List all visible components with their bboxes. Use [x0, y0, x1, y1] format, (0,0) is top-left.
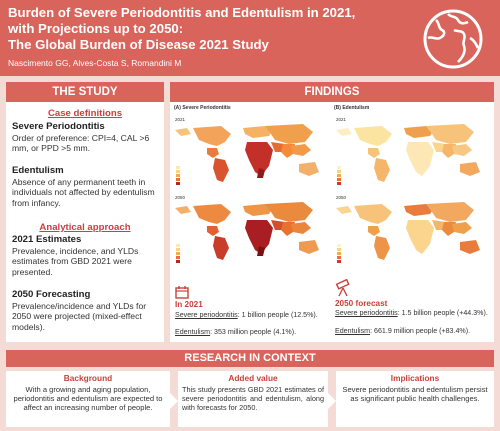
- background-card: Background With a growing and aging popu…: [6, 371, 178, 427]
- perio-heading: Severe Periodontitis: [12, 121, 105, 132]
- panel-a-label: (A) Severe Periodontitis: [174, 105, 231, 111]
- findings-title: FINDINGS: [170, 82, 494, 102]
- study-panel: [6, 86, 164, 342]
- map-perio-2050: [175, 202, 319, 266]
- background-heading: Background: [63, 373, 113, 383]
- analytical-heading: Analytical approach: [39, 222, 131, 233]
- added-value-card: Added value This study presents GBD 2021…: [178, 371, 336, 427]
- forecast-edent-value: : 661.9 million people (+83.4%).: [370, 327, 471, 335]
- case-definitions-heading: Case definitions: [47, 108, 123, 119]
- in-2021-perio-line: Severe periodontitis: 1 billion people (…: [175, 311, 318, 319]
- estimates-text: Prevalence, incidence, and YLDs estimate…: [12, 246, 139, 277]
- added-value-text: This study presents GBD 2021 estimates o…: [182, 385, 324, 412]
- authors: Nascimento GG, Alves-Costa S, Romandini …: [8, 58, 182, 68]
- in-2021-perio-value: : 1 billion people (12.5%).: [237, 311, 318, 319]
- forecast-perio-value: : 1.5 billion people (+44.3%).: [397, 309, 488, 317]
- forecast-perio-line: Severe periodontitis: 1.5 billion people…: [335, 309, 488, 317]
- in-2021-edent-line: Edentulism: 353 million people (4.1%).: [175, 328, 296, 336]
- title-line-2: with Projections up to 2050:: [8, 21, 184, 36]
- study-title: THE STUDY: [6, 82, 164, 102]
- in-2021-heading: In 2021: [175, 300, 203, 309]
- map-edent-2021: [336, 124, 480, 188]
- implications-heading: Implications: [390, 373, 440, 383]
- map-b-year-2050: 2050: [336, 195, 347, 200]
- edentulism-heading: Edentulism: [12, 165, 64, 176]
- forecast-perio-label: Severe periodontitis: [335, 309, 398, 317]
- context-title: RESEARCH IN CONTEXT: [6, 350, 494, 367]
- header-banner: Burden of Severe Periodontitis and Edent…: [0, 0, 500, 76]
- calendar-icon: [175, 286, 189, 299]
- forecast-heading: 2050 forecast: [335, 299, 388, 308]
- added-value-heading: Added value: [228, 373, 278, 383]
- globe-icon: [423, 9, 483, 69]
- map-edent-2050: [336, 202, 480, 266]
- in-2021-perio-label: Severe periodontitis: [175, 311, 238, 319]
- implications-text: Severe periodontitis and edentulism pers…: [342, 385, 488, 404]
- map-a-year-2021: 2021: [175, 117, 186, 122]
- map-b-year-2021: 2021: [336, 117, 347, 122]
- forecasting-text: Prevalence/incidence and YLDs for 2050 w…: [12, 301, 147, 332]
- page-title: Burden of Severe Periodontitis and Edent…: [8, 5, 408, 53]
- forecasting-heading: 2050 Forecasting: [12, 289, 91, 300]
- background-text: With a growing and aging population, per…: [13, 385, 163, 413]
- forecast-edent-label: Edentulism: [335, 327, 371, 335]
- telescope-icon: [335, 279, 350, 297]
- title-line-1: Burden of Severe Periodontitis and Edent…: [8, 5, 356, 20]
- edentulism-text: Absence of any permanent teeth in indivi…: [12, 177, 155, 208]
- in-2021-edent-value: : 353 million people (4.1%).: [210, 328, 297, 336]
- implications-card: Implications Severe periodontitis and ed…: [336, 371, 494, 427]
- in-2021-edent-label: Edentulism: [175, 328, 211, 336]
- title-line-3: The Global Burden of Disease 2021 Study: [8, 37, 269, 52]
- perio-text: Order of preference: CPI=4, CAL >6 mm, o…: [12, 133, 150, 154]
- panel-b-label: (B) Edentulism: [334, 105, 370, 111]
- forecast-edent-line: Edentulism: 661.9 million people (+83.4%…: [335, 327, 470, 335]
- map-a-year-2050: 2050: [175, 195, 186, 200]
- map-perio-2021: [175, 124, 319, 188]
- estimates-heading: 2021 Estimates: [12, 234, 82, 245]
